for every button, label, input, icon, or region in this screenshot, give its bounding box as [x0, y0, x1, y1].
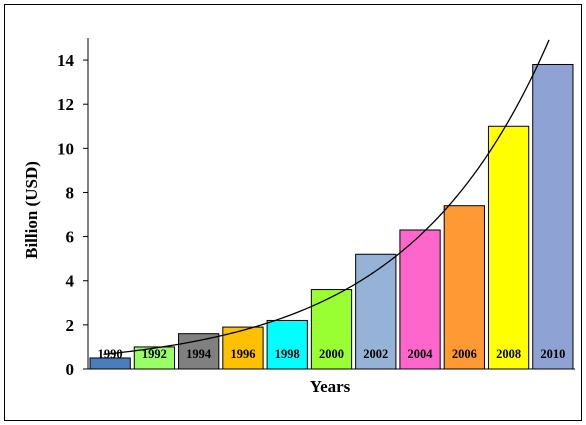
category-label: 2010	[540, 347, 565, 361]
category-label: 2002	[363, 347, 388, 361]
y-tick-label: 4	[66, 272, 75, 291]
category-label: 2006	[452, 347, 477, 361]
category-label: 1996	[230, 347, 255, 361]
category-label: 1992	[142, 347, 167, 361]
category-label: 1994	[186, 347, 212, 361]
category-label: 2008	[496, 347, 521, 361]
x-axis-title: Years	[310, 377, 351, 396]
bar-1998	[266, 319, 308, 370]
y-tick-label: 10	[57, 139, 74, 158]
bar-2004	[399, 229, 441, 370]
category-label: 1990	[98, 347, 123, 361]
trend-layer	[103, 39, 550, 356]
bar-2008	[487, 125, 530, 370]
trend-line	[103, 39, 550, 356]
category-label: 1998	[275, 347, 300, 361]
axes-layer	[83, 38, 575, 370]
y-tick-label: 2	[66, 316, 75, 335]
y-axis-title: Billion (USD)	[22, 161, 41, 259]
bars-layer	[89, 63, 574, 370]
y-tick-label: 12	[57, 95, 74, 114]
bar-2006	[443, 205, 485, 370]
y-tick-label: 14	[57, 51, 75, 70]
category-labels: 1990 1992 1994 1996 1998 2000 2002 2004 2006 2008…	[98, 347, 566, 361]
bar-2010	[532, 63, 574, 370]
y-tick-label: 0	[66, 360, 75, 379]
y-tick-labels: 0 2 4 6 8 10 12 14	[57, 51, 75, 379]
category-label: 2000	[319, 347, 344, 361]
bar-1994	[178, 333, 220, 370]
y-tick-label: 8	[66, 183, 75, 202]
y-tick-label: 6	[66, 228, 75, 247]
category-label: 2004	[408, 347, 434, 361]
